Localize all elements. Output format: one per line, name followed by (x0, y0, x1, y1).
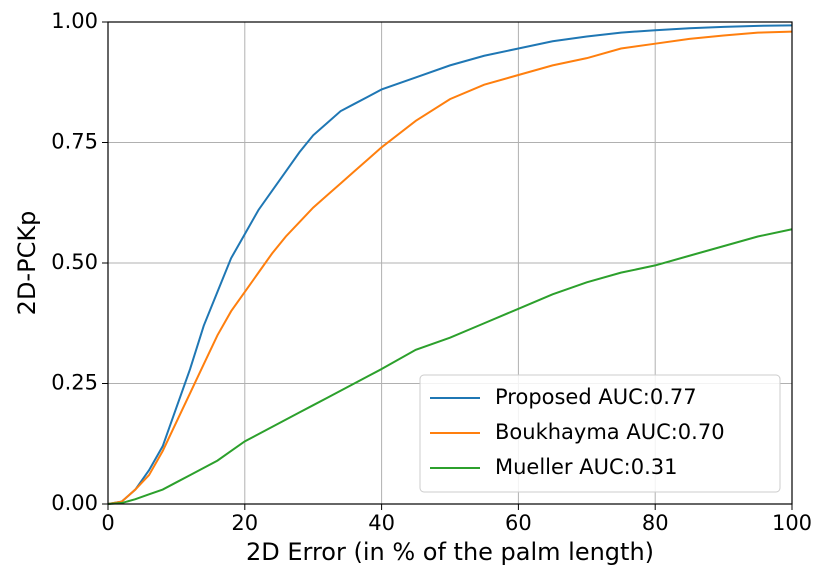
plot-lines (107, 24, 793, 505)
x-tick-label: 40 (368, 511, 395, 535)
series-line (107, 228, 793, 505)
y-tick-label: 0.75 (51, 130, 98, 154)
legend: Proposed AUC:0.77 Boukhayma AUC:0.70 Muell… (419, 374, 781, 493)
y-axis-label: 2D-PCKp (13, 211, 41, 316)
x-axis-label: 2D Error (in % of the palm length) (246, 538, 654, 566)
x-tick-label: 100 (772, 511, 812, 535)
x-tick-label: 20 (231, 511, 258, 535)
legend-label: Boukhayma AUC:0.70 (495, 420, 725, 444)
series-line (107, 24, 793, 505)
legend-box (419, 374, 781, 493)
series-line (107, 30, 793, 505)
x-tick-label: 80 (642, 511, 669, 535)
y-tick-label: 0.50 (51, 250, 98, 274)
y-tick-label: 0.00 (51, 491, 98, 515)
x-tick-label: 60 (505, 511, 532, 535)
x-tick-label: 0 (101, 511, 114, 535)
legend-label: Proposed AUC:0.77 (495, 385, 697, 409)
y-tick-label: 0.25 (51, 371, 98, 395)
legend-label: Mueller AUC:0.31 (495, 455, 677, 479)
y-tick-label: 1.00 (51, 9, 98, 33)
